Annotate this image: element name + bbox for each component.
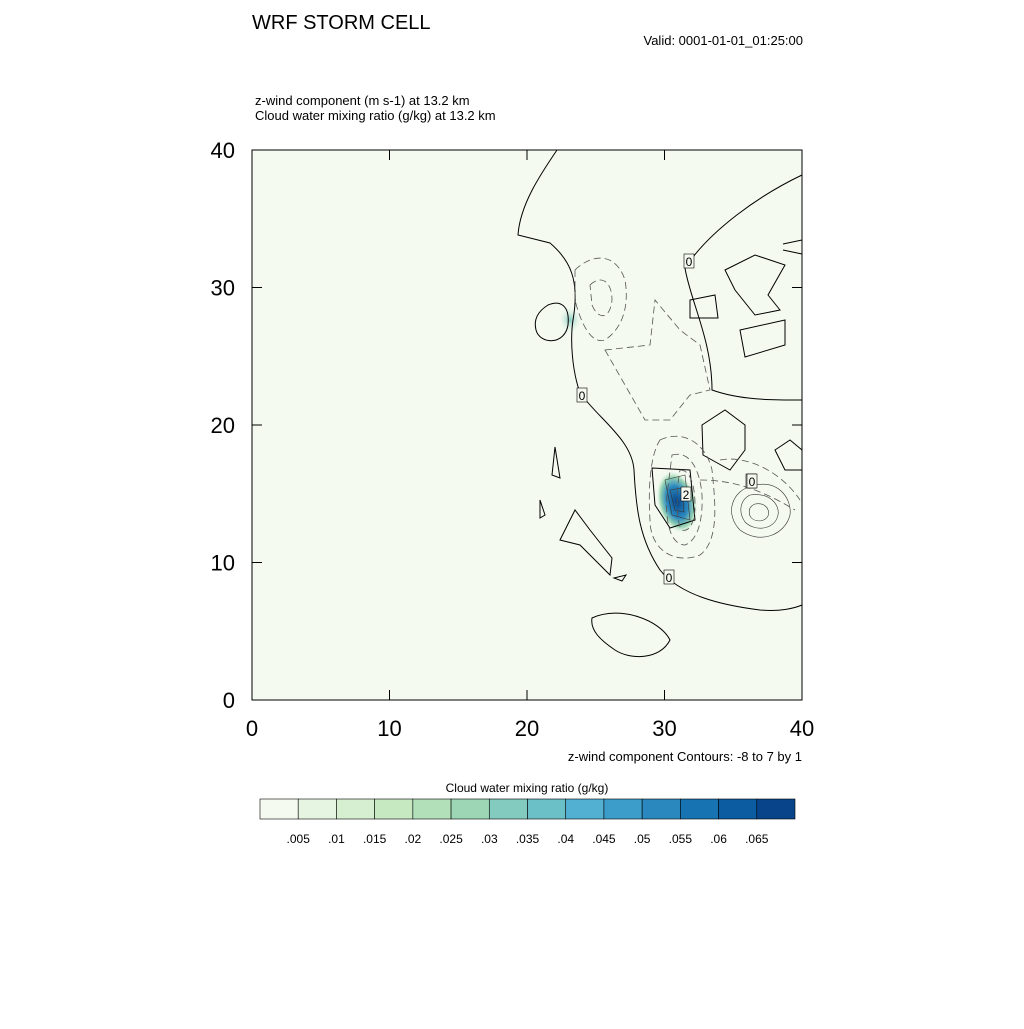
colorbar-label: .025 [439,832,463,846]
colorbar-box [412,798,452,820]
colorbar-title: Cloud water mixing ratio (g/kg) [446,781,609,795]
valid-time: Valid: 0001-01-01_01:25:00 [644,33,804,48]
x-tick-label: 0 [246,716,258,741]
x-tick-label: 40 [790,716,814,741]
contour-label: 0 [579,389,586,403]
contour-label-box [576,387,588,403]
plot-area [252,150,802,700]
annotation: z-wind component Contours: -8 to 7 by 1 [568,749,802,764]
colorbar-box [565,798,605,820]
contour-label-box [746,473,758,489]
colorbar-label: .03 [481,832,498,846]
annotation: Cloud water mixing ratio (g/kg) at 13.2 … [255,108,496,123]
contour-label-box [680,486,692,502]
chart-title: WRF STORM CELL [252,12,431,34]
contour-label: 0 [749,475,756,489]
colorbar-box [297,798,337,820]
x-tick-label: 30 [652,716,676,741]
colorbar-box [488,798,528,820]
colorbar-box [756,798,796,820]
contour-label-box [683,253,695,269]
colorbar-box [641,798,681,820]
colorbar-label: .05 [634,832,651,846]
colorbar-box [718,798,758,820]
contour-label: 0 [666,571,673,585]
annotation: z-wind component (m s-1) at 13.2 km [255,93,470,108]
y-tick-label: 40 [211,138,235,163]
colorbar-label: .04 [557,832,574,846]
colorbar-box [603,798,643,820]
colorbar-box [527,798,567,820]
colorbar-box [336,798,375,820]
contour-label-box [663,569,675,585]
colorbar-label: .055 [669,832,693,846]
colorbar-box [680,798,719,820]
colorbar-box [259,798,299,820]
colorbar-box [450,798,490,820]
colorbar-label: .065 [745,832,769,846]
colorbar-label: .035 [516,832,540,846]
colorbar-label: .02 [405,832,422,846]
colorbar-label: .005 [287,832,311,846]
contour-label: 2 [683,488,690,502]
colorbar-label: .015 [363,832,387,846]
y-tick-label: 30 [211,276,235,301]
contour-label: 0 [686,255,693,269]
colorbar-label: .06 [710,832,727,846]
y-tick-label: 0 [223,688,235,713]
colorbar-label: .01 [328,832,345,846]
colorbar-label: .045 [592,832,616,846]
x-tick-label: 10 [377,716,401,741]
y-tick-label: 10 [211,551,235,576]
x-tick-label: 20 [515,716,539,741]
contours [517,149,803,658]
colorbar-box [374,798,414,820]
y-tick-label: 20 [211,413,235,438]
